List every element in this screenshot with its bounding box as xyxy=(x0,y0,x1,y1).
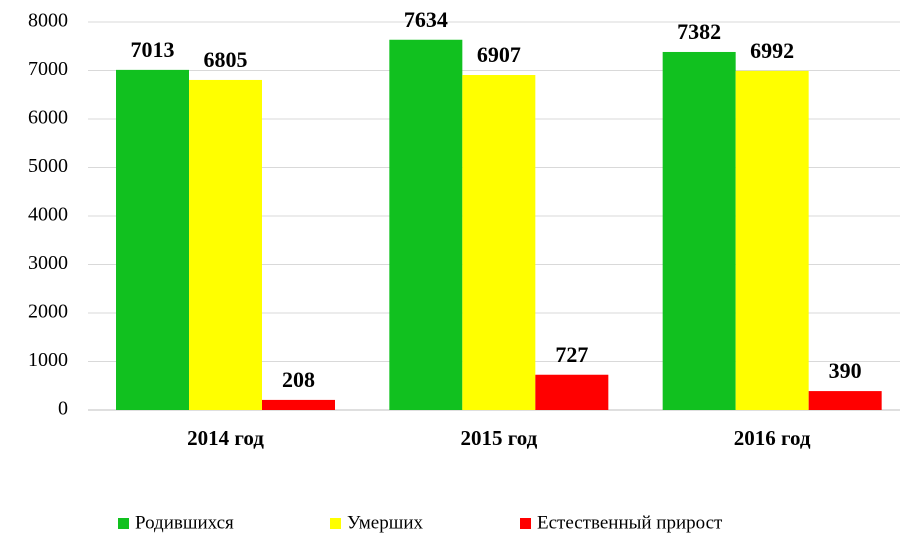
y-tick-label: 2000 xyxy=(28,301,68,323)
y-tick-label: 1000 xyxy=(28,349,68,371)
data-label: 7013 xyxy=(131,37,175,62)
legend-swatch xyxy=(330,518,341,529)
bar xyxy=(735,70,809,410)
data-label: 6805 xyxy=(204,47,248,72)
bar xyxy=(662,51,736,411)
data-label: 6992 xyxy=(750,38,794,63)
data-label: 390 xyxy=(829,358,862,383)
legend-label: Естественный прирост xyxy=(537,512,723,533)
y-tick-label: 8000 xyxy=(28,10,68,32)
legend-label: Умерших xyxy=(347,512,424,533)
x-tick-label: 2015 год xyxy=(460,426,537,450)
legend-label: Родившихся xyxy=(135,512,234,533)
bar xyxy=(262,399,335,410)
data-label: 7382 xyxy=(677,19,721,44)
y-tick-label: 3000 xyxy=(28,252,68,274)
bar xyxy=(189,79,262,411)
y-tick-label: 7000 xyxy=(28,58,68,80)
bar xyxy=(808,391,882,410)
y-tick-label: 5000 xyxy=(28,155,68,177)
y-tick-label: 6000 xyxy=(28,107,68,129)
data-label: 208 xyxy=(282,367,315,392)
data-label: 7634 xyxy=(404,7,448,32)
bar xyxy=(535,374,609,410)
y-tick-label: 0 xyxy=(58,398,68,420)
data-label: 727 xyxy=(555,342,588,367)
y-tick-label: 4000 xyxy=(28,204,68,226)
bar xyxy=(116,69,189,410)
legend-swatch xyxy=(520,518,531,529)
legend-swatch xyxy=(118,518,129,529)
data-label: 6907 xyxy=(477,42,521,67)
x-tick-label: 2016 год xyxy=(734,426,811,450)
bar xyxy=(389,39,463,410)
x-tick-label: 2014 год xyxy=(187,426,264,450)
bar xyxy=(462,75,536,410)
